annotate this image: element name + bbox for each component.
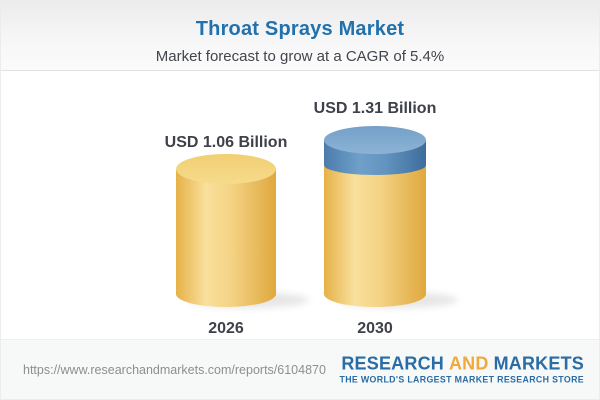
logo-word-and: AND xyxy=(448,352,489,373)
chart-title: Throat Sprays Market xyxy=(195,18,405,40)
chart-subtitle: Market forecast to grow at a CAGR of 5.4… xyxy=(155,48,445,65)
bar-2030-growth-cap-top xyxy=(324,126,426,154)
value-label-2030: USD 1.31 Billion xyxy=(314,100,437,117)
header: Throat Sprays Market Market forecast to … xyxy=(1,1,599,71)
category-label-2030: 2030 xyxy=(357,320,393,337)
category-label-2026: 2026 xyxy=(208,320,244,337)
research-and-markets-logo: RESEARCH AND MARKETS THE WORLD'S LARGEST M… xyxy=(339,352,584,385)
bar-2026-cylinder xyxy=(176,154,276,307)
logo-wordmark: RESEARCH AND MARKETS xyxy=(339,352,584,373)
report-url: https://www.researchandmarkets.com/repor… xyxy=(23,362,326,377)
logo-word-research: RESEARCH xyxy=(341,352,444,373)
footer: https://www.researchandmarkets.com/repor… xyxy=(1,339,599,399)
chart-area: USD 1.06 Billion USD 1.31 Billion 2026 2… xyxy=(1,72,599,341)
cylinder-bar-chart: USD 1.06 Billion USD 1.31 Billion 2026 2… xyxy=(165,100,458,337)
logo-tagline: THE WORLD'S LARGEST MARKET RESEARCH STOR… xyxy=(339,374,584,385)
bar-2030-cylinder xyxy=(324,126,426,307)
logo-word-markets: MARKETS xyxy=(493,352,584,373)
value-label-2026: USD 1.06 Billion xyxy=(165,134,288,151)
